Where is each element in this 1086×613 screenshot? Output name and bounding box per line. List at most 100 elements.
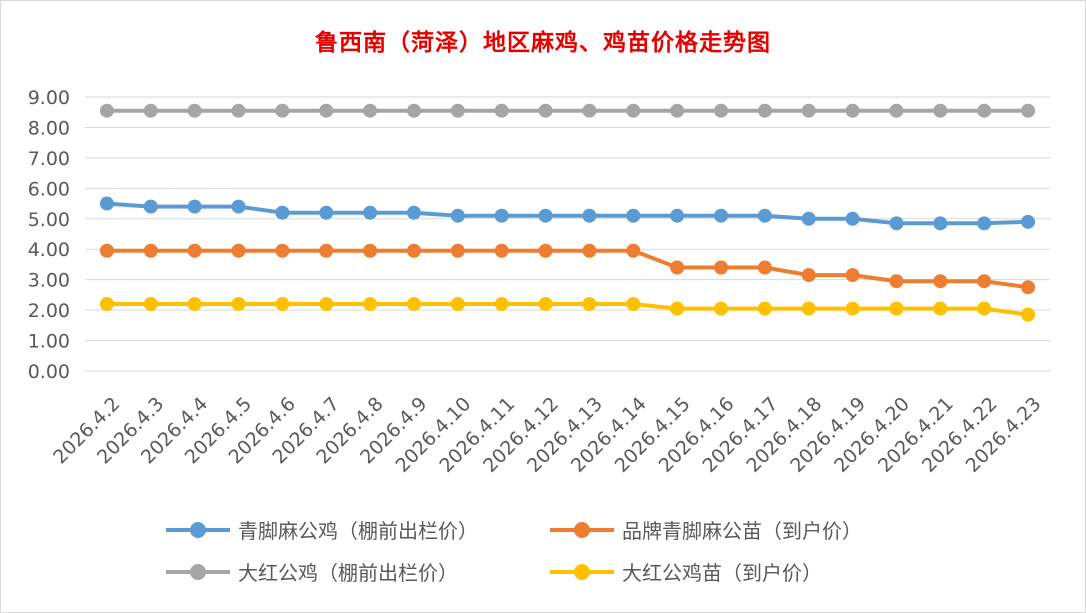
data-point <box>363 297 378 312</box>
data-point <box>757 301 772 316</box>
data-point <box>99 243 114 258</box>
data-point <box>538 297 553 312</box>
data-point <box>933 103 948 118</box>
legend-item-series-2: 品牌青脚麻公苗（到户价） <box>550 515 862 544</box>
data-point <box>275 103 290 118</box>
data-point <box>845 268 860 283</box>
data-point <box>406 297 421 312</box>
data-point <box>757 208 772 223</box>
data-point <box>143 103 158 118</box>
data-point <box>670 103 685 118</box>
data-point <box>363 103 378 118</box>
data-point <box>714 103 729 118</box>
data-point <box>889 103 904 118</box>
data-point <box>714 208 729 223</box>
y-tick-label: 9.00 <box>28 87 70 109</box>
y-tick-label: 2.00 <box>28 300 70 322</box>
data-point <box>582 103 597 118</box>
data-point <box>99 196 114 211</box>
data-point <box>1021 103 1036 118</box>
series-line <box>104 201 1031 226</box>
data-point <box>406 243 421 258</box>
data-point <box>1021 307 1036 322</box>
y-tick-label: 1.00 <box>28 331 70 353</box>
data-point <box>187 243 202 258</box>
y-tick-label: 5.00 <box>28 209 70 231</box>
legend-swatch <box>166 561 230 583</box>
data-point <box>275 243 290 258</box>
data-point <box>845 211 860 226</box>
data-point <box>143 243 158 258</box>
data-point <box>231 103 246 118</box>
data-point <box>626 208 641 223</box>
data-point <box>757 103 772 118</box>
data-point <box>582 243 597 258</box>
data-point <box>494 297 509 312</box>
data-point <box>494 103 509 118</box>
y-tick-label: 0.00 <box>28 361 70 383</box>
data-point <box>363 243 378 258</box>
chart-title: 鲁西南（菏泽）地区麻鸡、鸡苗价格走势图 <box>315 30 771 56</box>
y-tick-label: 8.00 <box>28 117 70 139</box>
data-point <box>187 297 202 312</box>
data-point <box>933 301 948 316</box>
legend-swatch <box>550 561 614 583</box>
data-point <box>801 103 816 118</box>
legend-label: 品牌青脚麻公苗（到户价） <box>622 519 862 543</box>
data-point <box>977 301 992 316</box>
data-point <box>1021 280 1036 295</box>
data-point <box>670 260 685 275</box>
data-point <box>889 301 904 316</box>
legend-item-series-4: 大红公鸡苗（到户价） <box>550 557 822 586</box>
data-point <box>494 243 509 258</box>
data-point <box>319 205 334 220</box>
data-point <box>670 301 685 316</box>
data-point <box>933 216 948 231</box>
data-point <box>626 243 641 258</box>
series-line <box>104 248 1031 290</box>
data-point <box>714 260 729 275</box>
data-point <box>231 297 246 312</box>
data-point <box>99 103 114 118</box>
data-point <box>845 301 860 316</box>
data-point <box>538 103 553 118</box>
data-point <box>494 208 509 223</box>
data-point <box>977 274 992 289</box>
data-point <box>450 243 465 258</box>
data-point <box>801 301 816 316</box>
data-point <box>450 208 465 223</box>
data-point <box>582 208 597 223</box>
data-point <box>319 103 334 118</box>
data-point <box>363 205 378 220</box>
y-tick-label: 3.00 <box>28 270 70 292</box>
data-point <box>757 260 772 275</box>
data-point <box>538 208 553 223</box>
data-point <box>626 103 641 118</box>
legend-item-series-1: 青脚麻公鸡（棚前出栏价） <box>166 515 478 544</box>
data-point <box>406 205 421 220</box>
data-point <box>626 297 641 312</box>
legend-swatch <box>550 519 614 541</box>
data-point <box>714 301 729 316</box>
data-point <box>670 208 685 223</box>
data-point <box>801 268 816 283</box>
data-point <box>845 103 860 118</box>
data-point <box>187 199 202 214</box>
series-line <box>104 302 1031 317</box>
legend-item-series-3: 大红公鸡（棚前出栏价） <box>166 557 458 586</box>
data-point <box>933 274 948 289</box>
data-point <box>187 103 202 118</box>
data-point <box>319 243 334 258</box>
data-point <box>889 216 904 231</box>
legend-label: 大红公鸡苗（到户价） <box>622 561 822 585</box>
y-tick-label: 4.00 <box>28 239 70 261</box>
data-point <box>231 199 246 214</box>
data-point <box>977 216 992 231</box>
data-point <box>231 243 246 258</box>
y-tick-label: 7.00 <box>28 148 70 170</box>
legend-label: 青脚麻公鸡（棚前出栏价） <box>238 519 478 543</box>
data-point <box>450 297 465 312</box>
data-point <box>99 297 114 312</box>
data-point <box>889 274 904 289</box>
